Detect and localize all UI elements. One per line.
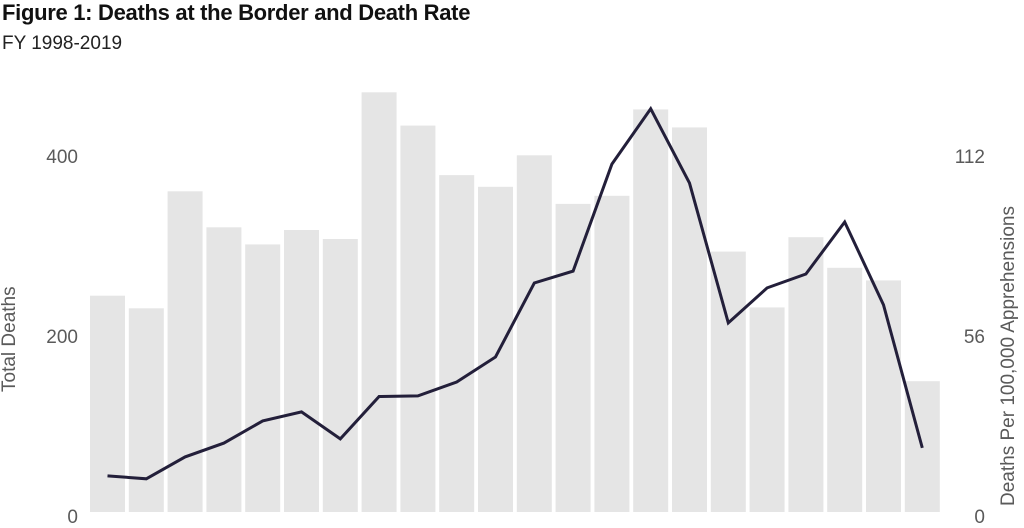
bar-2005	[361, 92, 397, 512]
bar-2002	[245, 244, 281, 512]
left-axis-title: Total Deaths	[0, 286, 20, 392]
bar-2018	[866, 280, 901, 512]
left-tick-400: 400	[46, 147, 78, 168]
bar-2006	[400, 125, 436, 512]
bar-1999	[128, 308, 164, 512]
bar-2012	[633, 109, 669, 512]
bar-2004	[322, 239, 358, 512]
bar-2013	[672, 127, 707, 512]
chart-title: Figure 1: Deaths at the Border and Death…	[2, 0, 471, 25]
bar-2016	[788, 237, 824, 512]
left-tick-0: 0	[67, 507, 78, 528]
plot-area	[90, 92, 940, 512]
right-tick-112: 112	[954, 147, 985, 168]
bar-2009	[516, 155, 552, 512]
bar-2017	[827, 267, 863, 512]
line-series-death-rate	[107, 105, 924, 481]
chart-subtitle: FY 1998-2019	[2, 33, 123, 54]
bar-2010	[555, 203, 591, 512]
right-tick-56: 56	[963, 327, 985, 348]
bar-series-total-deaths	[90, 92, 940, 512]
right-axis-title: Deaths Per 100,000 Apprehensions	[998, 206, 1019, 506]
bar-2007	[439, 175, 475, 512]
bar-2015	[749, 307, 785, 512]
bar-2014	[710, 251, 746, 512]
bar-2011	[594, 195, 630, 512]
right-tick-0: 0	[974, 507, 985, 528]
bar-2001	[206, 227, 242, 512]
left-tick-200: 200	[46, 327, 78, 348]
bar-1998	[90, 295, 125, 512]
bar-2003	[284, 230, 319, 512]
bar-2008	[478, 186, 513, 512]
